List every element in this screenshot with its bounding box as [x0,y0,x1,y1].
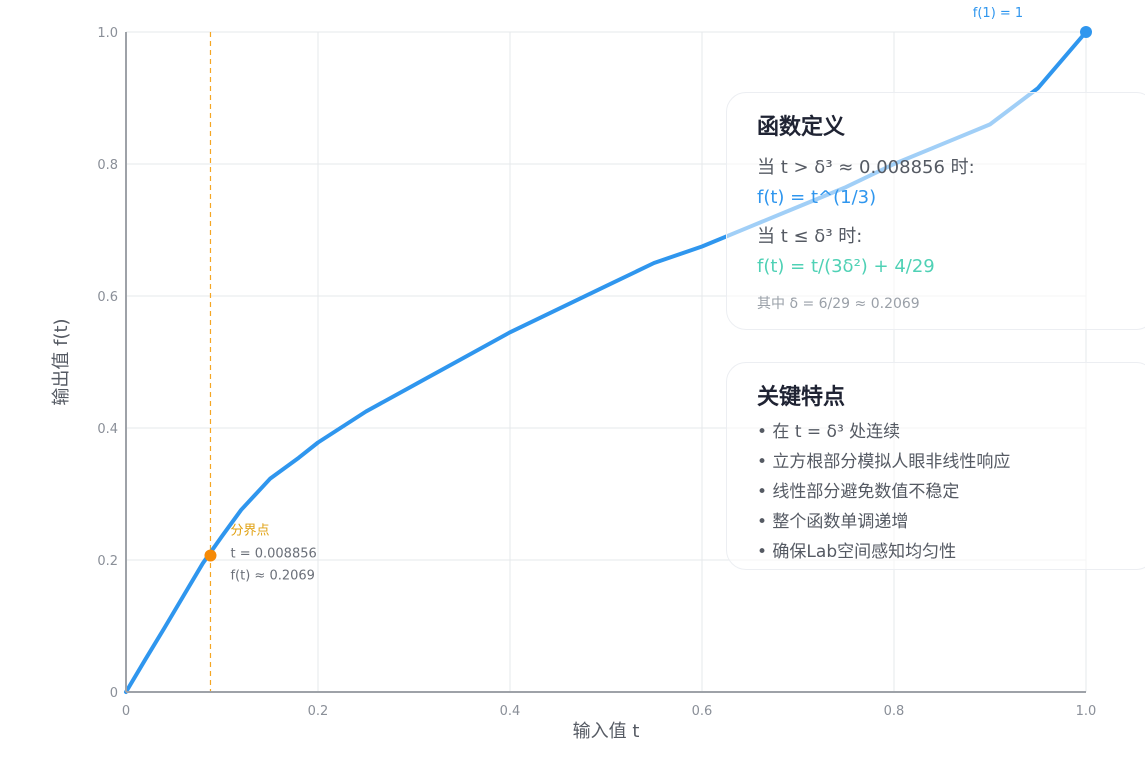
definition-formula-1: f(t) = t^(1/3) [757,187,877,208]
boundary-f-label: f(t) ≈ 0.2069 [230,568,314,583]
x-tick-label: 1.0 [1076,704,1097,719]
feature-item: • 立方根部分模拟人眼非线性响应 [757,452,1011,472]
definition-panel: 函数定义 当 t > δ³ ≈ 0.008856 时: f(t) = t^(1/… [726,92,1145,330]
y-tick-label: 0.2 [97,554,118,569]
y-axis-title: 输出值 f(t) [51,318,72,405]
y-tick-label: 1.0 [97,26,118,41]
definition-condition-2: 当 t ≤ δ³ 时: [757,226,863,247]
definition-note: 其中 δ = 6/29 ≈ 0.2069 [757,296,920,312]
definition-title: 函数定义 [757,115,846,140]
x-tick-label: 0.4 [500,704,521,719]
feature-item: • 在 t = δ³ 处连续 [757,422,901,442]
x-axis-title: 输入值 t [573,721,640,742]
y-tick-label: 0.4 [97,422,118,437]
feature-item: • 线性部分避免数值不稳定 [757,482,960,502]
boundary-t-label: t = 0.008856 [230,546,316,561]
x-tick-label: 0.8 [884,704,905,719]
feature-item: • 整个函数单调递增 [757,512,909,532]
point-markers: 分界点 t = 0.008856 f(t) ≈ 0.2069 f(1) = 1 [204,6,1092,583]
features-title: 关键特点 [757,385,846,410]
x-tick-label: 0.6 [692,704,713,719]
endpoint-point [1080,26,1092,38]
axes [125,32,1086,693]
endpoint-label: f(1) = 1 [973,6,1023,21]
y-tick-label: 0.8 [97,158,118,173]
y-tick-label: 0 [110,686,118,701]
feature-item: • 确保Lab空间感知均匀性 [757,542,957,562]
boundary-label: 分界点 [230,523,269,538]
x-tick-labels: 0 0.2 0.4 0.6 0.8 1.0 [122,704,1096,719]
x-tick-label: 0.2 [308,704,329,719]
definition-formula-2: f(t) = t/(3δ²) + 4/29 [757,256,935,277]
features-panel: 关键特点 • 在 t = δ³ 处连续 • 立方根部分模拟人眼非线性响应 • 线… [726,362,1145,570]
boundary-point [204,549,217,562]
x-tick-label: 0 [122,704,130,719]
y-tick-label: 0.6 [97,290,118,305]
y-tick-labels: 0 0.2 0.4 0.6 0.8 1.0 [97,26,118,701]
features-list: • 在 t = δ³ 处连续 • 立方根部分模拟人眼非线性响应 • 线性部分避免… [757,417,1145,567]
definition-condition-1: 当 t > δ³ ≈ 0.008856 时: [757,157,975,178]
